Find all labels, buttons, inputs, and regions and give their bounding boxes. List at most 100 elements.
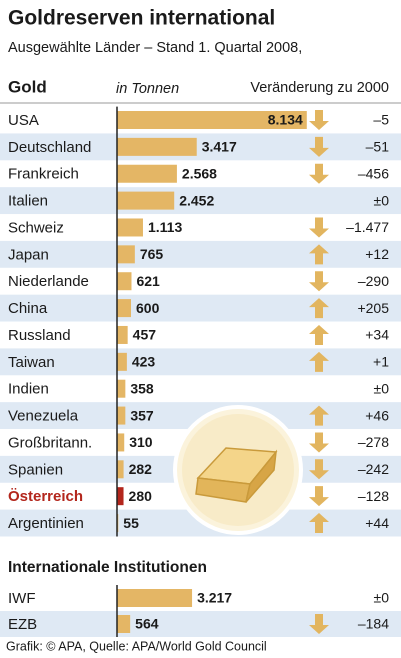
category-label: EZB [8,616,37,633]
gold-bar-icon [173,405,303,535]
bar [117,191,175,210]
row-stripe [0,611,401,637]
change-label: –184 [358,616,389,632]
category-label: USA [8,112,39,129]
change-label: –128 [358,488,389,504]
change-arrow [309,110,329,130]
row-stripe [0,240,401,268]
change-label: +44 [365,515,389,531]
column-header: Gold [8,77,47,96]
category-label: Niederlande [8,273,89,290]
change-label: ±0 [374,192,390,208]
bar [117,433,125,452]
changes: –5 –51 –456 ±0 –1.477 +12 –290 +205 +34 +1 ±0 +46 –2… [309,110,389,634]
value-label: 55 [123,515,139,531]
value-label: 2.452 [179,192,214,208]
value-label: 3.417 [202,139,237,155]
change-arrow [309,405,329,426]
change-label: –456 [358,165,389,181]
change-label: –5 [373,112,389,128]
change-arrow [309,244,329,265]
value-label: 2.568 [182,165,217,181]
change-label: ±0 [374,590,390,606]
bar [117,218,143,237]
value-label: 423 [132,354,156,370]
change-arrow [309,432,329,453]
category-label: China [8,300,48,317]
change-label: +12 [365,246,389,262]
category-label: Japan [8,246,49,263]
change-label: +46 [365,407,389,423]
change-arrow [309,486,329,507]
value-label: 280 [129,488,153,504]
category-label: Italien [8,193,48,210]
category-label: Indien [8,381,49,398]
row-stripe [0,133,401,161]
bar [117,379,126,398]
value-label: 621 [136,273,160,289]
row-stripe [0,187,401,215]
value-label: 457 [133,327,157,343]
change-label: –1.477 [346,219,389,235]
change-label: –278 [358,434,389,450]
change-label: –51 [366,139,390,155]
bar [117,487,124,506]
bar [117,352,127,371]
category-label: Spanien [8,461,63,478]
value-label: 3.217 [197,590,232,606]
bar [117,137,197,156]
change-arrow [309,351,329,372]
value-label: 282 [129,461,153,477]
bar [117,111,307,129]
value-label: 357 [130,407,154,423]
change-arrow [309,217,329,238]
value-label: 8.134 [268,112,303,128]
bar [117,245,135,264]
change-arrow [309,163,329,184]
bar [117,325,128,344]
bar [117,299,131,318]
change-arrow [309,271,329,292]
change-arrow [309,298,329,319]
category-label: Argentinien [8,515,84,532]
change-label: +205 [357,300,389,316]
change-label: ±0 [374,380,390,396]
change-label: –242 [358,461,389,477]
bar [117,460,124,479]
category-label: Venezuela [8,408,79,425]
row-stripe [0,585,401,611]
change-header: Veränderung zu 2000 [250,80,389,96]
bar [117,272,132,291]
bar [117,615,131,633]
unit-label: in Tonnen [116,81,179,97]
category-label: Schweiz [8,219,64,236]
category-label: Russland [8,327,71,344]
value-label: 564 [135,616,159,632]
category-label: IWF [8,590,36,607]
bar [117,589,193,607]
bar [117,164,177,183]
change-label: +1 [373,354,389,370]
section-title: Internationale Institutionen [8,559,207,576]
value-label: 1.113 [148,219,182,235]
bar [117,406,126,425]
change-label: +34 [365,327,389,343]
row-stripe [0,348,401,376]
source: Grafik: © APA, Quelle: APA/World Gold Co… [6,639,267,653]
subtitle: Ausgewählte Länder – Stand 1. Quartal 20… [8,40,302,56]
value-label: 600 [136,300,160,316]
value-label: 765 [140,246,164,262]
change-arrow [309,614,329,634]
value-label: 358 [130,380,154,396]
category-label: Österreich [8,488,83,505]
change-arrow [309,324,329,345]
change-arrow [309,513,329,534]
change-arrow [309,136,329,157]
category-label: Deutschland [8,139,91,156]
title: Goldreserven international [8,7,275,30]
value-label: 310 [129,434,153,450]
change-arrow [309,459,329,480]
change-label: –290 [358,273,389,289]
